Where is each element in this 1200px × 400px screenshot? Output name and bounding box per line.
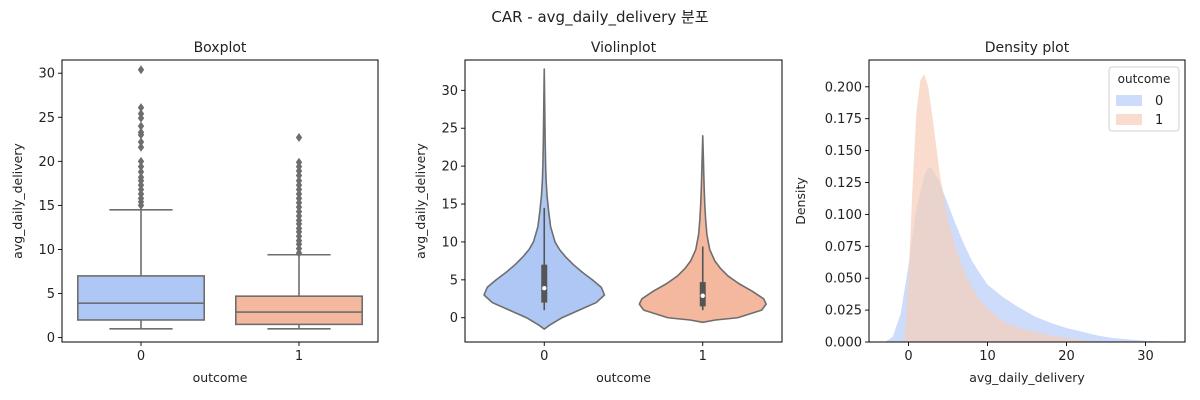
outlier-point — [137, 127, 145, 137]
y-tick-label: 0.125 — [825, 176, 862, 191]
y-tick-label: 0.025 — [825, 304, 862, 319]
violin-category-0 — [483, 68, 606, 330]
axes-frame-top — [868, 59, 1186, 343]
legend-swatch-0 — [1116, 95, 1142, 106]
violin-iqr-bar — [541, 264, 548, 303]
legend-title: outcome — [1118, 72, 1171, 86]
y-tick-label: 10 — [441, 235, 458, 250]
x-tick-label: 1 — [295, 349, 303, 364]
panel-title: Violinplot — [591, 40, 657, 56]
y-tick-label: 0.050 — [825, 272, 862, 287]
y-tick-label: 30 — [38, 67, 55, 82]
y-tick-label: 0.000 — [825, 336, 862, 351]
outlier-point — [137, 162, 145, 172]
outlier-point — [137, 142, 145, 152]
violin-body — [638, 135, 767, 324]
density-panel: 0.000 0.025 0.050 0.075 0.100 0.125 0.150 0.175… — [793, 40, 1186, 385]
y-tick-label: 5 — [450, 273, 458, 288]
x-tick-label: 1 — [699, 349, 707, 364]
outlier-point — [295, 133, 303, 143]
axes-frame — [464, 59, 783, 343]
outlier-point — [137, 156, 145, 166]
outlier-point — [295, 157, 303, 167]
figure-suptitle: CAR - avg_daily_delivery 분포 — [491, 8, 708, 27]
iqr-box — [235, 295, 364, 326]
y-tick-label: 0.150 — [825, 144, 862, 159]
y-tick-label: 5 — [47, 287, 55, 302]
outlier-point — [137, 121, 145, 131]
outlier-point — [137, 137, 145, 147]
y-tick-label: 0.175 — [825, 112, 862, 127]
density-area-outcome-1 — [904, 74, 1106, 343]
y-tick-label: 20 — [441, 160, 458, 175]
legend-entry-0: 0 — [1155, 94, 1163, 109]
panel-title: Boxplot — [194, 40, 247, 56]
boxplot-panel: 051015202530Boxplotoutcomeavg_daily_deli… — [10, 40, 379, 385]
x-tick-label: 0 — [904, 349, 912, 364]
violin-category-1 — [638, 135, 767, 324]
outlier-point — [137, 109, 145, 119]
outlier-point — [137, 172, 145, 182]
outlier-point — [137, 167, 145, 177]
y-tick-label: 25 — [441, 122, 458, 137]
panel-title: Density plot — [985, 40, 1070, 56]
y-tick-label: 15 — [38, 199, 55, 214]
y-tick-label: 0.100 — [825, 208, 862, 223]
y-tick-label: 0.075 — [825, 240, 862, 255]
y-tick-label: 0 — [47, 331, 55, 346]
box-category-0 — [77, 65, 206, 330]
x-tick-label: 20 — [1058, 349, 1075, 364]
box-category-1 — [235, 133, 364, 330]
y-axis-label: avg_daily_delivery — [413, 143, 428, 259]
y-axis-label: avg_daily_delivery — [10, 143, 25, 259]
x-tick-label: 0 — [540, 349, 548, 364]
outlier-point — [137, 103, 145, 113]
violin-median-dot — [542, 285, 547, 291]
violin-body — [483, 68, 606, 330]
outlier-point — [295, 176, 303, 186]
violinplot-panel: 051015202530Violinplotoutcomeavg_daily_d… — [413, 40, 783, 385]
x-tick-label: 0 — [137, 349, 145, 364]
y-tick-label: 15 — [441, 198, 458, 213]
x-axis-label: outcome — [596, 370, 651, 385]
legend: outcome 0 1 — [1108, 66, 1180, 132]
x-axis-label: outcome — [193, 370, 248, 385]
y-axis-label: Density — [793, 177, 808, 225]
axes-frame — [61, 59, 379, 343]
y-tick-label: 10 — [38, 243, 55, 258]
x-tick-label: 30 — [1137, 349, 1154, 364]
y-tick-label: 0.200 — [825, 80, 862, 95]
y-tick-label: 30 — [441, 84, 458, 99]
iqr-box — [77, 275, 206, 321]
legend-entry-1: 1 — [1155, 113, 1163, 128]
y-tick-label: 0 — [450, 311, 458, 326]
violin-median-dot — [700, 293, 705, 298]
legend-swatch-1 — [1116, 114, 1142, 125]
y-tick-label: 25 — [38, 111, 55, 126]
x-axis-label: avg_daily_delivery — [969, 370, 1085, 385]
x-tick-label: 10 — [979, 349, 996, 364]
y-tick-label: 20 — [38, 155, 55, 170]
outlier-point — [137, 65, 145, 75]
